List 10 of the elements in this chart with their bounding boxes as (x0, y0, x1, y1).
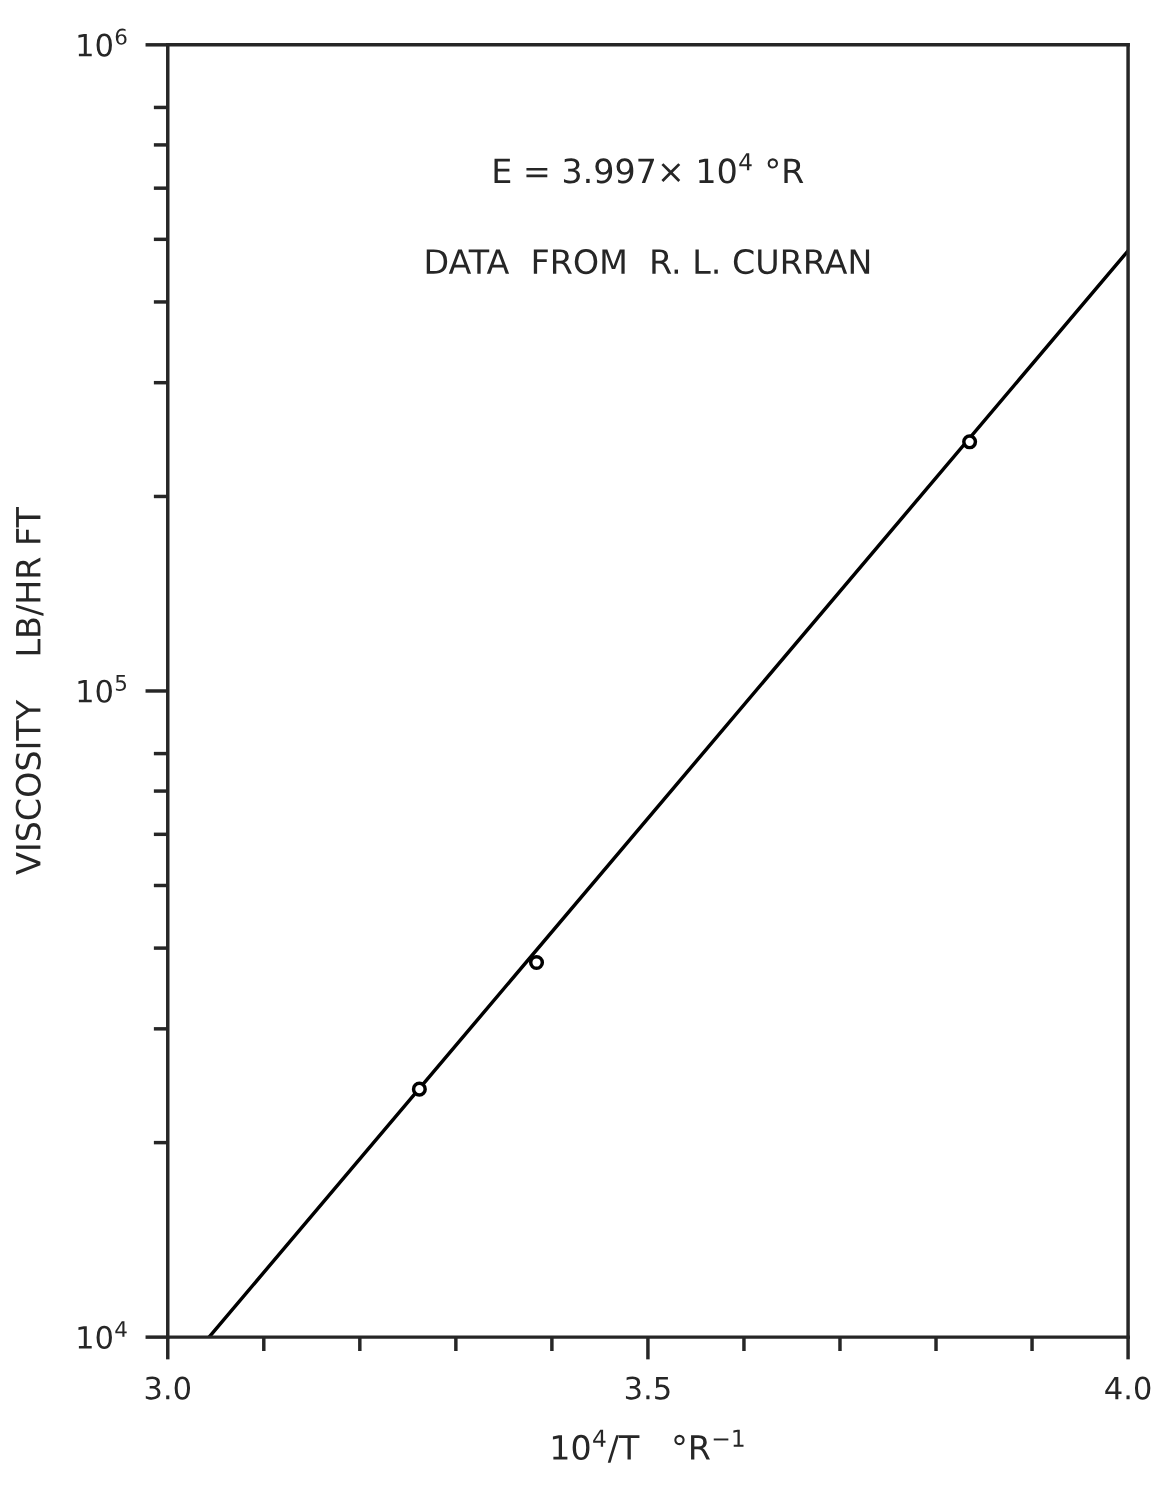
x-tick-label: 3.5 (625, 1376, 670, 1400)
x-tick-label: 3.0 (145, 1376, 191, 1400)
x-tick-label: 4.0 (1105, 1376, 1151, 1400)
annotation: E = 3.997× 10$^{4}$ °R (494, 153, 804, 184)
y-axis-title: VISCOSITY LB/HR FT (15, 506, 44, 875)
y-tick-label: 10$^{6}$ (78, 28, 127, 57)
x-axis-title: 10$^{4}$/T °R$^{−1}$ (552, 1429, 744, 1463)
annotation: DATA FROM R. L. CURRAN (426, 248, 870, 275)
y-tick-label: 10$^{5}$ (78, 675, 127, 703)
y-tick-label: 10$^{4}$ (78, 1321, 127, 1349)
